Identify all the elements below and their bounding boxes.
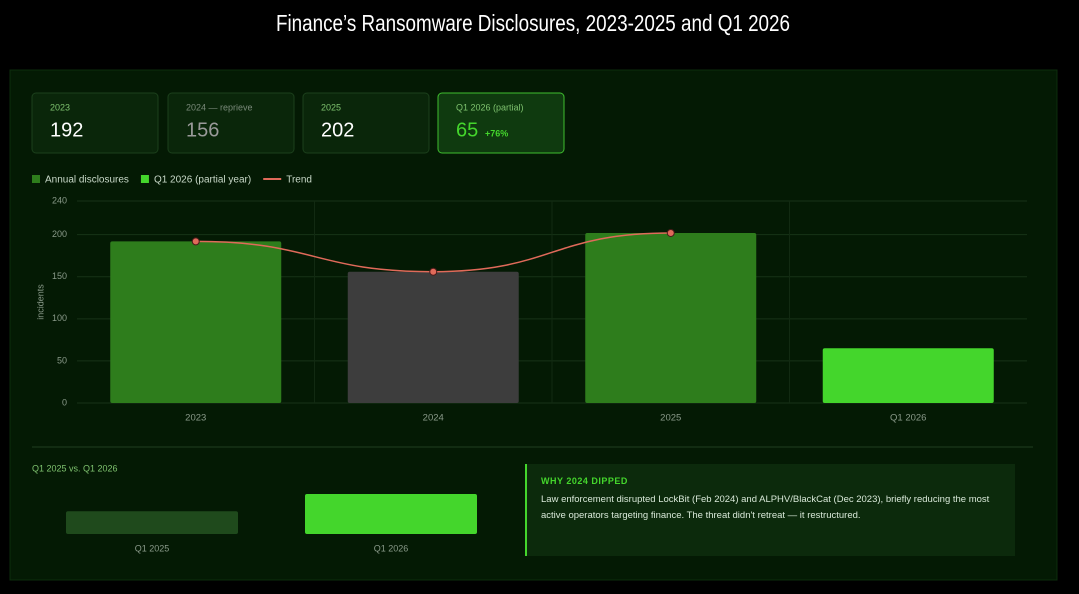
x-tick-label: 2024: [423, 413, 444, 424]
y-tick-label: 240: [52, 195, 67, 205]
note-text: Law enforcement disrupted LockBit (Feb 2…: [541, 494, 990, 521]
mini-title: Q1 2025 vs. Q1 2026: [32, 463, 118, 473]
mini-label: Q1 2026: [374, 543, 409, 553]
legend-swatch: [140, 175, 149, 183]
trend-point: [191, 237, 200, 246]
stat-card: [31, 92, 159, 154]
stat-card: [302, 92, 430, 154]
legend-swatch: [32, 175, 40, 183]
card-value: 156: [186, 119, 219, 141]
note: WHY 2024 DIPPED Law enforcement disrupte…: [525, 464, 1015, 556]
mini-bar: [305, 494, 477, 534]
mini-bar: [66, 511, 238, 534]
x-tick-label: 2023: [185, 413, 206, 424]
note-title: WHY 2024 DIPPED: [541, 476, 628, 486]
y-tick-label: 100: [52, 313, 67, 323]
card-value: 65: [456, 119, 478, 141]
legend-label: Trend: [286, 175, 312, 186]
card-label: 2025: [321, 102, 341, 112]
y-axis-label: incidents: [35, 284, 45, 320]
bar: [585, 232, 757, 403]
trend-point: [429, 267, 438, 276]
y-tick-label: 200: [52, 229, 67, 239]
page-title: Finance’s Ransomware Disclosures, 2023-2…: [276, 11, 790, 36]
card-label: Q1 2026 (partial): [456, 102, 524, 112]
stat-card: [437, 92, 565, 154]
card-value: 202: [321, 119, 354, 141]
bar: [822, 348, 994, 403]
y-tick-label: 150: [52, 271, 67, 281]
y-tick-label: 0: [62, 397, 67, 407]
mini-label: Q1 2025: [135, 543, 170, 553]
x-tick-label: Q1 2026: [890, 413, 926, 424]
stat-card: [167, 92, 295, 154]
y-tick-label: 50: [57, 355, 67, 365]
legend-label: Q1 2026 (partial year): [154, 175, 251, 186]
x-tick-label: 2025: [660, 413, 681, 424]
legend-label: Annual disclosures: [45, 175, 129, 186]
card-delta: +76%: [485, 128, 508, 138]
bar: [110, 241, 282, 403]
card-label: 2024 — reprieve: [186, 102, 253, 112]
bar: [347, 271, 519, 403]
card-value: 192: [50, 119, 83, 141]
trend-point: [666, 228, 675, 237]
card-label: 2023: [50, 102, 70, 112]
